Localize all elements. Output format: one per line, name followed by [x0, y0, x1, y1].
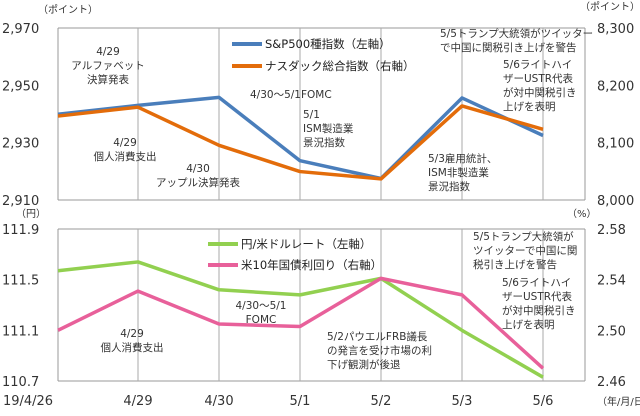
right-tick-label: 2.58: [597, 223, 626, 238]
right-tick-label: 2.46: [597, 375, 626, 390]
x-tick-label: 5/1: [290, 394, 311, 409]
annotation-text: 景況指数: [428, 180, 470, 193]
x-tick-label: 4/30: [204, 394, 233, 409]
left-tick-label: 2,970: [2, 22, 39, 37]
annotation-text: 4/30～5/1FOMC: [250, 89, 332, 101]
annotation-text: ザーUSTR代表: [502, 290, 573, 303]
legend-label: 円/米ドルレート（左軸）: [241, 237, 371, 251]
x-tick-label: 19/4/26: [3, 394, 53, 409]
x-tick-label: 5/2: [371, 394, 392, 409]
annotation-text: 上げを表明: [503, 100, 556, 113]
right-tick-label: 8,000: [597, 194, 634, 209]
x-tick-label: 4/29: [123, 394, 152, 409]
left-tick-label: 2,950: [2, 79, 39, 94]
annotation-text: 4/29: [120, 328, 144, 340]
annotation-text: 5/1: [303, 109, 320, 121]
annotation-text: 4/30: [186, 163, 210, 175]
annotation-text: 上げを表明: [502, 318, 555, 331]
x-axis-unit: （年/月/日）: [597, 395, 640, 408]
left-tick-label: 110.7: [2, 375, 39, 390]
annotation-text: 5/6ライトハイ: [502, 277, 571, 289]
left-tick-label: 111.9: [2, 223, 39, 238]
annotation-text: ザーUSTR代表: [503, 72, 574, 85]
annotation-text: FOMC: [246, 314, 277, 326]
right-tick-label: 2.50: [597, 324, 626, 339]
annotation-text: 決算発表: [87, 73, 129, 86]
legend-label: S&P500種指数（左軸）: [265, 37, 391, 51]
annotation-text: 5/6ライトハイ: [503, 59, 572, 71]
annotation-text: が対中関税引き: [502, 304, 576, 317]
x-tick-label: 5/6: [533, 394, 554, 409]
right-tick-label: 8,200: [597, 79, 634, 94]
left-tick-label: 2,930: [2, 137, 39, 152]
annotation-text: 個人消費支出: [94, 150, 157, 163]
right-tick-label: 8,300: [597, 22, 634, 37]
annotation-text: ISM製造業: [303, 122, 354, 135]
left-axis-unit: （ポイント）: [38, 4, 98, 16]
annotation-text: 税引き上げを警告: [473, 258, 557, 271]
annotation-text: ツイッターで中国に関: [473, 244, 577, 257]
annotation-text: が対中関税引き: [503, 86, 577, 99]
annotation-text: 4/29: [113, 137, 137, 149]
left-tick-label: 111.5: [2, 274, 39, 289]
annotation-text: 4/30～5/1: [236, 300, 287, 312]
annotation-text: アルファベット: [71, 60, 144, 72]
right-tick-label: 2.54: [597, 274, 626, 289]
left-axis-unit: （円）: [16, 208, 46, 220]
annotation-text: アップル決算発表: [156, 176, 240, 189]
right-tick-label: 8,100: [597, 137, 634, 152]
annotation-text: の発言を受け市場の利: [327, 344, 432, 357]
legend-label: ナスダック総合指数（右軸）: [265, 59, 415, 73]
x-tick-label: 5/3: [452, 394, 473, 409]
annotation-text: で中国に関税引き上げを警告: [440, 41, 577, 54]
annotation-text: 5/5トランプ大統領がツイッター: [440, 27, 593, 40]
annotation-text: 景況指数: [303, 136, 345, 149]
annotation-text: 5/2パウエルFRB議長: [327, 330, 428, 343]
annotation-text: 5/5トランプ大統領が: [473, 230, 574, 243]
left-tick-label: 2,910: [2, 194, 39, 209]
annotation-text: 下げ観測が後退: [327, 358, 401, 371]
legend-label: 米10年国債利回り（右軸）: [241, 258, 382, 272]
right-axis-unit: （ポイント）: [580, 1, 640, 13]
annotation-text: ISM非製造業: [428, 166, 489, 179]
right-axis-unit: （%）: [567, 208, 597, 220]
annotation-text: 個人消費支出: [101, 341, 164, 354]
annotation-text: 4/29: [96, 46, 120, 58]
left-tick-label: 111.1: [2, 324, 39, 339]
annotation-text: 5/3雇用統計、: [428, 152, 497, 165]
